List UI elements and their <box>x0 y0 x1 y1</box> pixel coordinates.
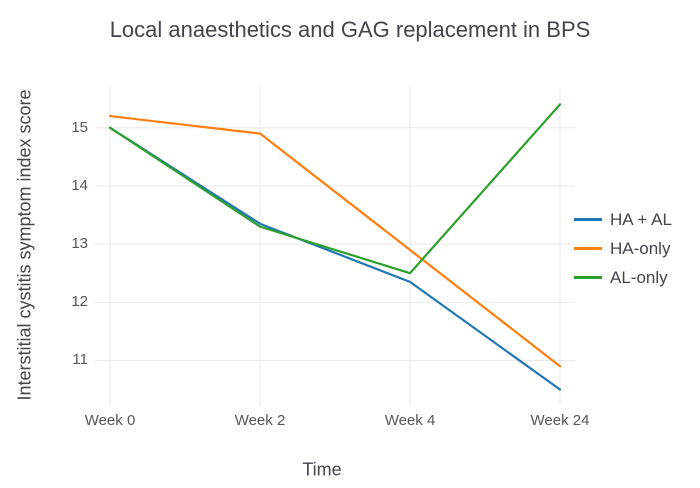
legend-item-ha-only[interactable]: HA-only <box>574 234 672 263</box>
x-tick-label: Week 24 <box>530 412 590 429</box>
y-tick-label: 13 <box>71 235 88 253</box>
legend-line-swatch <box>574 218 602 221</box>
y-tick-label: 15 <box>71 118 88 136</box>
legend-label: HA-only <box>610 238 671 258</box>
y-tick-label: 11 <box>72 351 88 369</box>
y-tick-label: 14 <box>71 176 88 194</box>
x-tick-label: Week 0 <box>84 412 136 429</box>
legend-label: HA + AL <box>610 209 672 229</box>
legend: HA + AL HA-only AL-only <box>574 205 672 292</box>
x-tick-label: Week 4 <box>384 412 436 429</box>
legend-item-ha-al[interactable]: HA + AL <box>574 205 672 234</box>
legend-line-swatch <box>574 247 602 250</box>
legend-label: AL-only <box>610 267 668 287</box>
x-tick-label: Week 2 <box>234 412 286 429</box>
chart-title: Local anaesthetics and GAG replacement i… <box>109 17 591 42</box>
series-line-ha-al <box>108 126 562 391</box>
series-line-ha-only <box>108 114 562 368</box>
y-tick-label: 12 <box>71 293 88 311</box>
legend-item-al-only[interactable]: AL-only <box>574 263 672 292</box>
legend-line-swatch <box>574 276 602 279</box>
x-axis-title: Time <box>302 459 342 480</box>
series-line-al-only <box>108 103 562 275</box>
